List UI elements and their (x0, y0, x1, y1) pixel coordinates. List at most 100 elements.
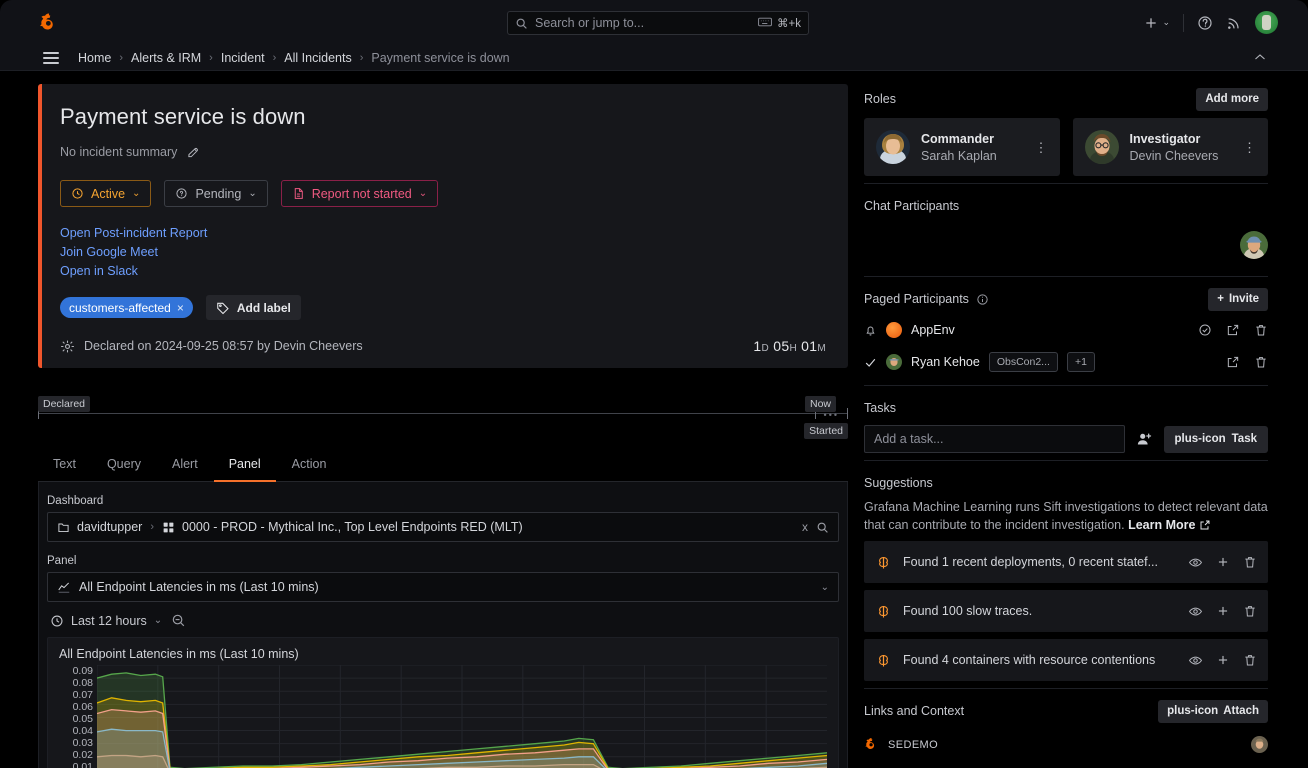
breadcrumb-item-incident[interactable]: Incident (220, 50, 265, 65)
role-card-menu-icon[interactable]: ⋮ (1034, 139, 1048, 155)
suggestion-item[interactable]: Found 100 slow traces. (864, 590, 1268, 632)
participant-extra-count[interactable]: +1 (1066, 352, 1095, 372)
tab-query[interactable]: Query (106, 457, 141, 471)
tab-panel[interactable]: Panel (213, 448, 276, 482)
add-new-button[interactable]: ⌄ (1144, 16, 1170, 30)
user-add-icon[interactable] (1136, 431, 1153, 448)
add-task-label: Task (1231, 433, 1257, 445)
link-post-incident-report[interactable]: Open Post-incident Report (60, 226, 208, 240)
time-range-picker[interactable]: Last 12 hours ⌄ (50, 614, 162, 628)
chevron-down-icon: ⌄ (418, 188, 428, 199)
chart-title: All Endpoint Latencies in ms (Last 10 mi… (59, 647, 299, 661)
panel-select[interactable]: All Endpoint Latencies in ms (Last 10 mi… (47, 572, 839, 602)
status-badge-report[interactable]: Report not started ⌄ (280, 180, 439, 207)
chevron-down-icon: ⌄ (248, 188, 257, 199)
clock-icon (50, 614, 64, 628)
paged-participant-row[interactable]: Ryan Kehoe ObsCon2... +1 (864, 346, 1268, 378)
incident-declared-row: Declared on 2024-09-25 08:57 by Devin Ch… (60, 338, 826, 354)
grafana-logo-icon[interactable] (38, 12, 60, 34)
chevron-right-icon: › (272, 51, 277, 64)
paged-participants-title: Paged Participants (864, 292, 969, 306)
breadcrumb-item-all-incidents[interactable]: All Incidents (284, 50, 352, 65)
duration-hours-unit: H (789, 343, 797, 354)
check-circle-icon[interactable] (1198, 323, 1212, 337)
edit-pencil-icon[interactable] (186, 145, 200, 159)
link-item[interactable]: SEDEMO (864, 736, 1268, 753)
chevron-up-icon[interactable] (1254, 52, 1266, 64)
trash-icon[interactable] (1243, 555, 1257, 569)
learn-more-link[interactable]: Learn More (1128, 518, 1196, 532)
trash-icon[interactable] (1243, 604, 1257, 618)
chevron-right-icon: › (150, 521, 154, 533)
add-task-input[interactable] (864, 425, 1125, 453)
search-shortcut-text: ⌘+k (777, 18, 801, 30)
news-rss-icon[interactable] (1226, 15, 1242, 31)
content-tabs: Text Query Alert Panel Action (38, 448, 848, 482)
role-card-investigator[interactable]: Investigator Devin Cheevers ⋮ (1072, 118, 1268, 176)
panel-name: All Endpoint Latencies in ms (Last 10 mi… (79, 580, 319, 594)
status-badge-active[interactable]: Active ⌄ (60, 180, 152, 207)
external-link-icon[interactable] (1226, 323, 1240, 337)
suggestions-description: Grafana Machine Learning runs Sift inves… (864, 498, 1268, 534)
add-task-button[interactable]: plus-icon Task (1163, 425, 1268, 453)
external-link-icon[interactable] (1226, 355, 1240, 369)
incident-timeline[interactable]: Declared Now Started ••• (38, 386, 848, 442)
chart-y-tick: 0.05 (72, 713, 93, 725)
chat-participant-avatar[interactable] (1240, 231, 1268, 259)
link-join-google-meet[interactable]: Join Google Meet (60, 245, 158, 259)
eye-icon[interactable] (1188, 555, 1203, 570)
add-more-roles-button[interactable]: Add more (1196, 87, 1268, 111)
search-input[interactable]: Search or jump to... ⌘+k (507, 11, 809, 35)
zoom-out-icon[interactable] (171, 613, 186, 628)
label-chip[interactable]: customers-affected × (60, 297, 193, 318)
chart-y-tick: 0.03 (72, 737, 93, 749)
external-link-icon[interactable] (1199, 519, 1211, 531)
chat-participants-title: Chat Participants (864, 199, 960, 213)
suggestion-item[interactable]: Found 1 recent deployments, 0 recent sta… (864, 541, 1268, 583)
breadcrumb-item-home[interactable]: Home (78, 50, 112, 65)
trash-icon[interactable] (1243, 653, 1257, 667)
trash-icon[interactable] (1254, 323, 1268, 337)
trash-icon[interactable] (1254, 355, 1268, 369)
tab-text[interactable]: Text (53, 457, 76, 471)
chevron-down-icon: ⌄ (153, 615, 163, 626)
bell-icon (864, 324, 877, 337)
role-card-commander[interactable]: Commander Sarah Kaplan ⋮ (864, 118, 1060, 176)
plus-icon[interactable] (1216, 604, 1230, 618)
plus-icon[interactable] (1216, 653, 1230, 667)
link-open-in-slack[interactable]: Open in Slack (60, 264, 138, 278)
avatar[interactable] (1255, 11, 1278, 34)
attach-label: Attach (1223, 705, 1259, 717)
timeline-tag-now[interactable]: Now (804, 396, 836, 412)
paged-participant-row[interactable]: AppEnv (864, 314, 1268, 346)
x-clear-icon[interactable]: x (802, 520, 808, 534)
info-circle-icon[interactable] (976, 293, 989, 306)
attach-link-button[interactable]: plus-icon Attach (1158, 699, 1268, 723)
eye-icon[interactable] (1188, 653, 1203, 668)
chart[interactable]: 0.090.080.070.060.050.040.030.020.010 02… (59, 665, 827, 768)
breadcrumb-item-alerts-irm[interactable]: Alerts & IRM (131, 50, 202, 65)
timeline-tag-declared[interactable]: Declared (38, 396, 91, 412)
participant-name: AppEnv (911, 323, 955, 337)
hamburger-menu-icon[interactable] (43, 51, 59, 64)
dashboard-select[interactable]: davidtupper › 0000 - PROD - Mythical Inc… (47, 512, 839, 542)
status-badge-active-label: Active (91, 186, 126, 201)
suggestion-item[interactable]: Found 4 containers with resource content… (864, 639, 1268, 681)
timeline-tag-started[interactable]: Started (804, 423, 848, 439)
close-icon[interactable]: × (176, 300, 184, 315)
chart-y-tick: 0.09 (72, 665, 93, 677)
participant-team-chip[interactable]: ObsCon2... (988, 352, 1058, 372)
plus-icon[interactable] (1216, 555, 1230, 569)
chart-svg (97, 665, 827, 768)
eye-icon[interactable] (1188, 604, 1203, 619)
participant-name: Ryan Kehoe (911, 355, 980, 369)
help-circle-icon[interactable] (1197, 15, 1213, 31)
status-badge-pending[interactable]: Pending ⌄ (164, 180, 268, 207)
add-label-button[interactable]: Add label (205, 295, 301, 320)
role-card-menu-icon[interactable]: ⋮ (1243, 139, 1256, 155)
role-label: Investigator (1129, 131, 1201, 146)
tab-alert[interactable]: Alert (171, 457, 198, 471)
invite-participant-button[interactable]: + Invite (1208, 287, 1268, 311)
tab-action[interactable]: Action (291, 457, 327, 471)
search-icon[interactable] (816, 521, 829, 534)
